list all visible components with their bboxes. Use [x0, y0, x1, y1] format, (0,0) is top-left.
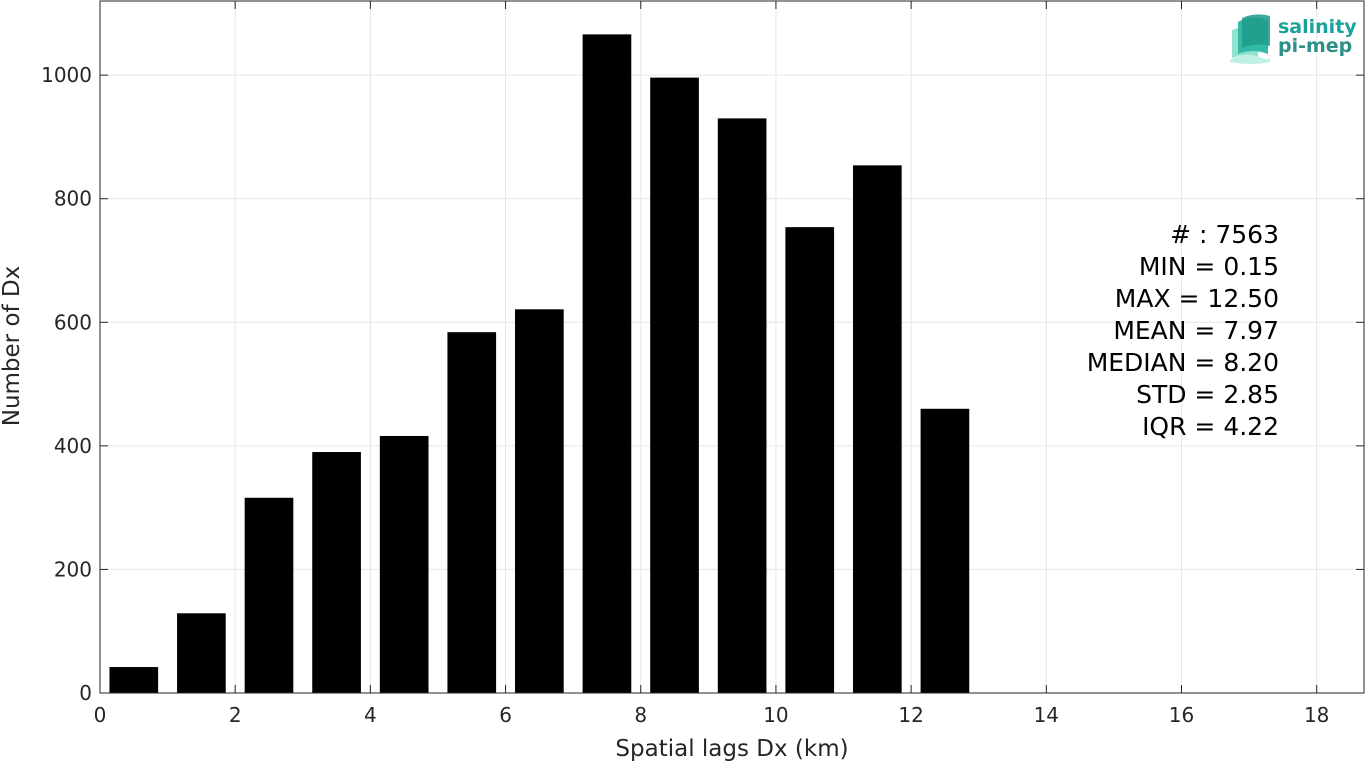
y-axis-label: Number of Dx [0, 266, 25, 427]
logo-line-2: pi-mep [1278, 35, 1352, 57]
histogram-bar [109, 667, 159, 693]
histogram-bar [650, 77, 699, 694]
x-tick-label: 12 [898, 703, 923, 727]
histogram-bar [447, 332, 497, 693]
stats-line: MEAN = 7.97 [1113, 316, 1279, 345]
y-tick-label: 400 [54, 434, 92, 458]
histogram-bar [312, 452, 361, 693]
histogram-bar [785, 227, 835, 693]
y-tick-label: 1000 [41, 63, 92, 87]
stats-line: MEDIAN = 8.20 [1087, 348, 1279, 377]
x-tick-label: 10 [763, 703, 788, 727]
x-axis-label: Spatial lags Dx (km) [615, 736, 848, 762]
salinity-pi-mep-logo: salinity pi-mep [1230, 14, 1357, 64]
stats-line: IQR = 4.22 [1142, 412, 1279, 441]
logo-mark-icon [1230, 14, 1270, 64]
ticks [99, 1, 1364, 694]
x-tick-label: 4 [364, 703, 377, 727]
histogram-bar [920, 408, 970, 693]
histogram-bar [515, 309, 564, 693]
x-tick-label: 6 [499, 703, 512, 727]
histogram-bar [177, 613, 226, 693]
logo-line-1: salinity [1278, 16, 1357, 38]
stats-line: STD = 2.85 [1136, 380, 1279, 409]
stats-line: MAX = 12.50 [1115, 284, 1279, 313]
bars [109, 34, 970, 694]
histogram-bar [582, 34, 632, 694]
axes-frame [99, 0, 1365, 694]
histogram-bar [717, 118, 767, 693]
x-tick-label: 2 [229, 703, 242, 727]
stats-line: # : 7563 [1170, 220, 1279, 249]
y-tick-label: 600 [54, 310, 92, 334]
y-tick-label: 200 [54, 557, 92, 581]
x-tick-label: 14 [1034, 703, 1059, 727]
histogram-bar [379, 435, 429, 693]
stats-line: MIN = 0.15 [1139, 252, 1279, 281]
y-tick-label: 800 [54, 187, 92, 211]
y-tick-label: 0 [79, 681, 92, 705]
x-tick-label: 18 [1304, 703, 1329, 727]
x-tick-label: 8 [634, 703, 647, 727]
stats-annotation: # : 7563 MIN = 0.15 MAX = 12.50 MEAN = 7.97… [1087, 220, 1279, 441]
x-tick-label: 16 [1169, 703, 1194, 727]
tick-labels: 0 2 4 6 8 10 12 14 16 18 0 200 400 600 800 1000 [41, 63, 1329, 727]
histogram-bar [852, 165, 902, 694]
x-tick-label: 0 [94, 703, 107, 727]
histogram-bar [244, 497, 294, 693]
